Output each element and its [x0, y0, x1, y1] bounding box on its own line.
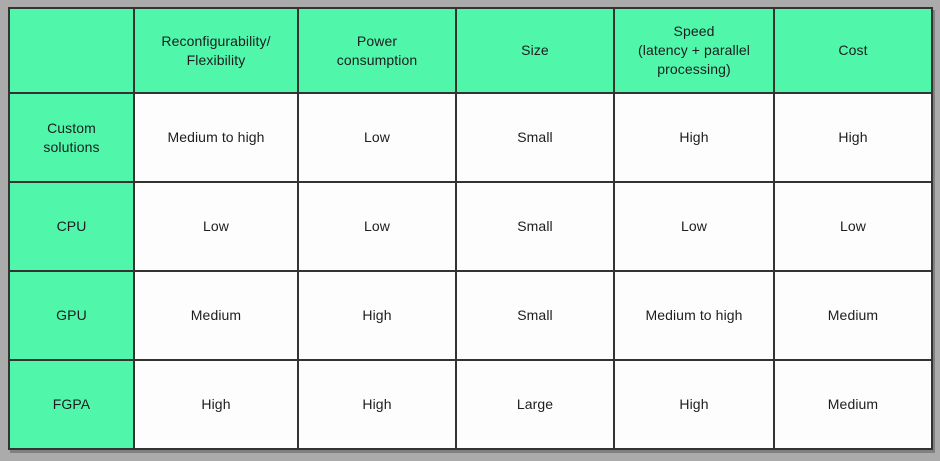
value-cell: High — [297, 270, 457, 361]
header-cell-reconfigurability: Reconfigurability/ Flexibility — [133, 7, 299, 94]
value-cell: High — [613, 92, 775, 183]
value-cell: Low — [613, 181, 775, 272]
corner-cell — [8, 7, 135, 94]
table-row-custom-solutions: Custom solutions Medium to high Low Smal… — [8, 92, 933, 183]
value-cell: Medium — [133, 270, 299, 361]
header-cell-speed: Speed (latency + parallel processing) — [613, 7, 775, 94]
table-body: Custom solutions Medium to high Low Smal… — [8, 92, 933, 450]
table-row-gpu: GPU Medium High Small Medium to high Med… — [8, 270, 933, 361]
value-cell: Large — [455, 359, 615, 450]
row-label-cell: Custom solutions — [8, 92, 135, 183]
value-cell: Low — [297, 181, 457, 272]
value-cell: High — [613, 359, 775, 450]
value-cell: High — [773, 92, 933, 183]
table-row-cpu: CPU Low Low Small Low Low — [8, 181, 933, 272]
header-cell-power: Power consumption — [297, 7, 457, 94]
table-header: Reconfigurability/ Flexibility Power con… — [8, 7, 933, 94]
header-cell-size: Size — [455, 7, 615, 94]
value-cell: Small — [455, 181, 615, 272]
value-cell: Medium to high — [133, 92, 299, 183]
value-cell: Medium — [773, 359, 933, 450]
value-cell: High — [297, 359, 457, 450]
header-cell-cost: Cost — [773, 7, 933, 94]
row-label-cell: FGPA — [8, 359, 135, 450]
value-cell: Small — [455, 270, 615, 361]
row-label-cell: GPU — [8, 270, 135, 361]
row-label-cell: CPU — [8, 181, 135, 272]
value-cell: Low — [133, 181, 299, 272]
value-cell: Medium to high — [613, 270, 775, 361]
header-row: Reconfigurability/ Flexibility Power con… — [8, 7, 933, 94]
value-cell: Low — [297, 92, 457, 183]
comparison-table: Reconfigurability/ Flexibility Power con… — [8, 7, 933, 450]
value-cell: Medium — [773, 270, 933, 361]
table-row-fgpa: FGPA High High Large High Medium — [8, 359, 933, 450]
value-cell: Small — [455, 92, 615, 183]
value-cell: Low — [773, 181, 933, 272]
value-cell: High — [133, 359, 299, 450]
